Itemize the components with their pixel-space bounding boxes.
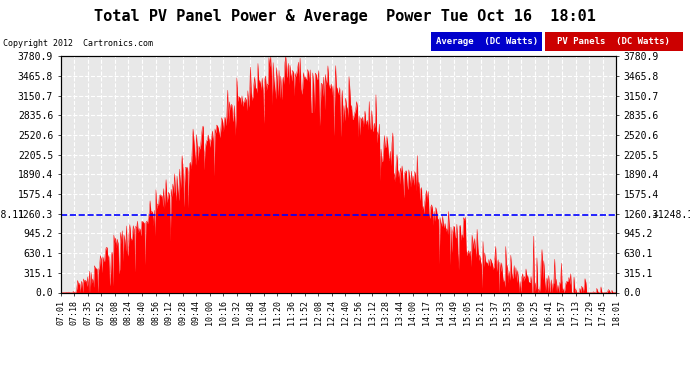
Text: PV Panels  (DC Watts): PV Panels (DC Watts) [558, 37, 670, 46]
Bar [431, 32, 542, 51]
Text: +1248.11: +1248.11 [0, 210, 25, 219]
Bar [544, 32, 683, 51]
Text: Copyright 2012  Cartronics.com: Copyright 2012 Cartronics.com [3, 39, 153, 48]
Text: +1248.11: +1248.11 [652, 210, 690, 219]
Text: Average  (DC Watts): Average (DC Watts) [435, 37, 538, 46]
Text: Total PV Panel Power & Average  Power Tue Oct 16  18:01: Total PV Panel Power & Average Power Tue… [94, 9, 596, 24]
